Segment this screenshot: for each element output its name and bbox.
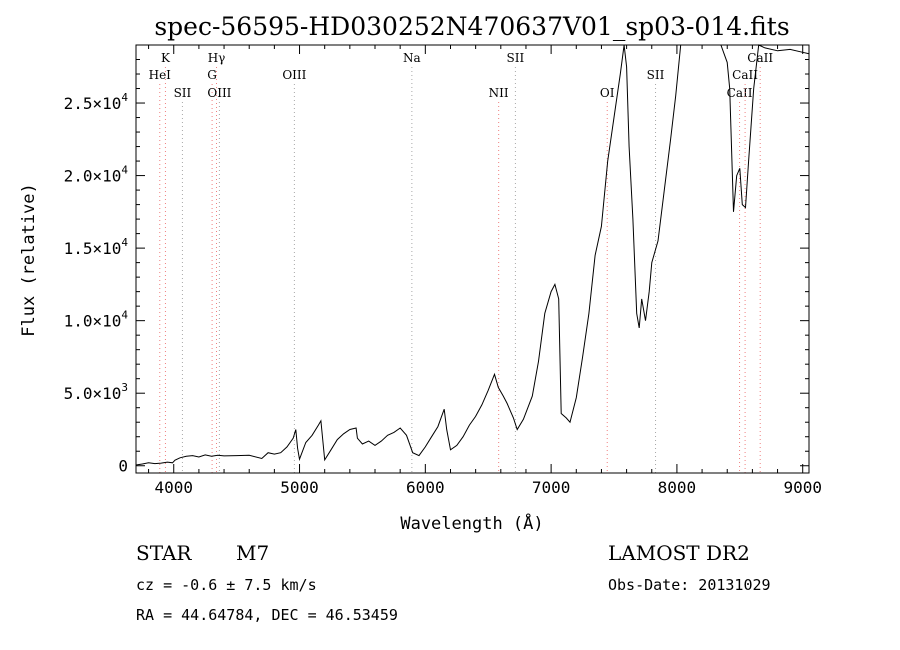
x-tick-label: 7000 xyxy=(532,478,571,497)
survey-name: LAMOST DR2 xyxy=(608,541,750,565)
spectral-line-label: CaII xyxy=(732,68,758,82)
plot-frame xyxy=(135,44,810,474)
x-axis: 4000 5000 6000 7000 8000 9000 xyxy=(148,45,822,497)
y-tick-label: 1.0×104 xyxy=(64,309,129,331)
spectral-line-label: SII xyxy=(174,86,192,100)
spectral-line-label: HeI xyxy=(149,68,172,82)
x-tick-label: 9000 xyxy=(783,478,822,497)
x-tick-label: 8000 xyxy=(658,478,697,497)
y-tick-label: 0 xyxy=(118,457,128,476)
spectral-line-label: Hγ xyxy=(208,51,226,65)
y-tick-label: 1.5×104 xyxy=(64,236,129,258)
y-tick-mantissa: 2.0×10 xyxy=(64,167,122,186)
spectral-line-label: OIII xyxy=(282,68,306,82)
object-subclass: M7 xyxy=(236,541,269,565)
x-axis-label: Wavelength (Å) xyxy=(400,512,543,534)
y-tick-exponent: 4 xyxy=(121,309,128,322)
y-tick-mantissa: 2.5×10 xyxy=(64,94,122,113)
spectral-line-label: CaII xyxy=(747,51,773,65)
y-tick-mantissa: 1.0×10 xyxy=(64,312,122,331)
object-type: STAR xyxy=(136,541,192,565)
spectral-line-label: NII xyxy=(489,86,509,100)
spectral-line-label: SII xyxy=(647,68,665,82)
y-tick-label: 5.0×103 xyxy=(64,381,128,403)
spectral-line-label: K xyxy=(161,51,171,65)
spectral-line-label: OI xyxy=(600,86,615,100)
spectral-line-label: SII xyxy=(507,51,525,65)
spectral-line-label: CaII xyxy=(727,86,753,100)
chart-title: spec-56595-HD030252N470637V01_sp03-014.f… xyxy=(154,12,789,41)
spectrum-series-line xyxy=(135,44,810,466)
y-tick-label: 2.0×104 xyxy=(64,164,129,186)
y-tick-exponent: 4 xyxy=(121,236,128,249)
x-tick-label: 5000 xyxy=(280,478,319,497)
redshift-readout: cz = -0.6 ± 7.5 km/s xyxy=(136,576,317,594)
x-tick-label: 6000 xyxy=(406,478,445,497)
spectral-line-markers: KHeISIIHγGOIIIOIIINaNIISIIOISIICaIICaIIC… xyxy=(149,51,773,473)
spectral-line-label: Na xyxy=(403,51,421,65)
y-axis-label: Flux (relative) xyxy=(19,183,39,337)
x-tick-label: 4000 xyxy=(154,478,193,497)
spectral-line-label: G xyxy=(207,68,217,82)
coordinates-readout: RA = 44.64784, DEC = 46.53459 xyxy=(136,606,398,624)
y-tick-exponent: 3 xyxy=(121,381,128,394)
y-tick-mantissa: 5.0×10 xyxy=(64,384,122,403)
y-tick-mantissa: 1.5×10 xyxy=(64,239,122,258)
y-tick-exponent: 4 xyxy=(121,91,128,104)
obs-date: Obs-Date: 20131029 xyxy=(608,576,771,594)
y-tick-exponent: 4 xyxy=(121,164,128,177)
y-tick-label: 2.5×104 xyxy=(64,91,129,113)
spectral-line-label: OIII xyxy=(207,86,231,100)
